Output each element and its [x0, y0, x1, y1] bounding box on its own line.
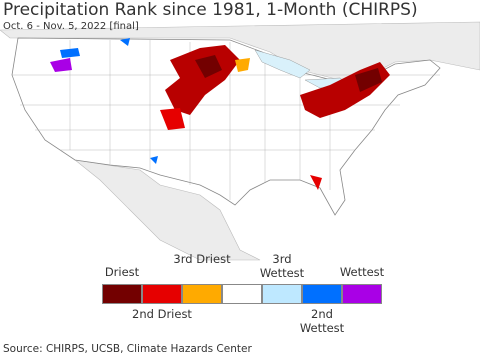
legend-swatch	[142, 284, 182, 304]
mexico	[73, 159, 261, 261]
legend-swatch	[222, 284, 262, 304]
legend-swatch	[262, 284, 302, 304]
legend-swatch	[182, 284, 222, 304]
legend-label: 3rd Wettest	[259, 252, 305, 280]
source: Source: CHIRPS, UCSB, Climate Hazards Ce…	[3, 343, 252, 355]
legend-label: 2nd Driest	[132, 307, 192, 321]
legend-label: Driest	[104, 265, 140, 279]
legend-label: 3rd Driest	[173, 252, 231, 266]
dry-anomalies	[160, 45, 390, 190]
legend-swatch	[302, 284, 342, 304]
wet-anomalies	[50, 38, 158, 164]
subtitle: Oct. 6 - Nov. 5, 2022 [final]	[3, 21, 139, 32]
legend-swatch	[102, 284, 142, 304]
legend-label: Wettest	[339, 265, 385, 279]
title: Precipitation Rank since 1981, 1-Month (…	[3, 0, 418, 20]
legend-label: 2nd Wettest	[299, 307, 345, 335]
legend-swatch	[342, 284, 382, 304]
